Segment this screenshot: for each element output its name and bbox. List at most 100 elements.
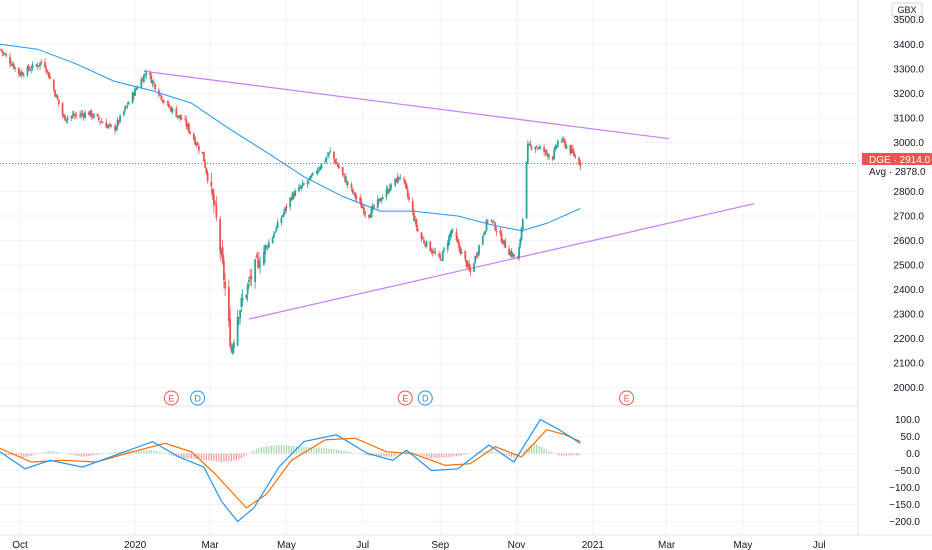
candle-body — [169, 107, 171, 109]
macd-histogram-bar — [578, 453, 580, 456]
candle-body — [294, 191, 297, 196]
candle-body — [265, 245, 268, 247]
macd-histogram-bar — [268, 446, 270, 454]
macd-histogram-bar — [275, 445, 278, 454]
macd-histogram-bar — [558, 453, 560, 456]
candle-body — [149, 72, 151, 76]
macd-histogram-bar — [180, 453, 182, 458]
price-tick-labels: 3500.03400.03300.03200.03100.03000.02900… — [893, 15, 924, 394]
candle-body — [298, 187, 300, 192]
candle-body — [579, 163, 582, 167]
macd-histogram-bar — [88, 453, 90, 456]
macd-histogram-bar — [325, 448, 328, 454]
macd-histogram-bar — [18, 453, 20, 456]
macd-histogram-bar — [458, 453, 460, 456]
candle-body — [227, 286, 230, 321]
macd-histogram-bar — [568, 453, 570, 456]
candle-body — [311, 172, 314, 175]
macd-histogram-bar — [345, 451, 348, 454]
time-axis[interactable]: Oct 2020 Mar May Jul Sep Nov 2021 Mar May Jul — [0, 534, 932, 550]
macd-histogram-bar — [560, 453, 563, 456]
candle-body — [4, 54, 6, 56]
candle-body — [271, 237, 274, 244]
macd-histogram-bar — [530, 445, 533, 454]
macd-histogram-bar — [545, 449, 548, 454]
candle-body — [145, 73, 148, 76]
candle-body — [26, 66, 29, 76]
candle-body — [309, 175, 312, 180]
candle-body — [167, 103, 170, 108]
macd-histogram-bar — [425, 453, 428, 457]
macd-histogram-bar — [433, 453, 435, 459]
macd-histogram-bar — [160, 452, 162, 454]
macd-histogram-bar — [288, 445, 290, 454]
macd-histogram-bar — [60, 452, 62, 454]
candle-body — [573, 152, 575, 157]
candle-body — [17, 67, 20, 74]
candle-body — [414, 219, 417, 222]
macd-histogram-bar — [215, 453, 217, 462]
candle-body — [105, 122, 108, 128]
time-tick-label: May — [277, 540, 296, 550]
time-tick-labels: Oct 2020 Mar May Jul Sep Nov 2021 Mar May Jul — [12, 540, 825, 550]
macd-histogram-bar — [48, 451, 50, 454]
macd-histogram-bar — [353, 452, 355, 454]
macd-histogram-bar — [395, 453, 398, 456]
candle-body — [154, 84, 156, 90]
candle-body — [29, 70, 31, 71]
macd-histogram-bar — [543, 448, 545, 454]
candle-body — [424, 243, 427, 247]
candle-body — [301, 183, 304, 187]
macd-histogram-bar — [323, 448, 325, 454]
candle-body — [232, 342, 235, 349]
candle-body — [430, 250, 433, 253]
macd-histogram-bar — [100, 453, 102, 455]
macd-histogram-bar — [575, 453, 578, 456]
candle-body — [119, 115, 121, 123]
candle-body — [71, 115, 74, 117]
candle-body — [464, 250, 467, 260]
candle-body — [31, 64, 34, 69]
candle-body — [551, 156, 554, 160]
macd-histogram-bar — [448, 453, 450, 457]
candle-body — [212, 194, 215, 206]
candle-body — [354, 193, 357, 198]
macd-histogram-bar — [200, 453, 202, 460]
candle-body — [548, 155, 550, 157]
macd-histogram-bar — [190, 453, 192, 459]
macd-histogram-bar — [385, 453, 388, 457]
candle-body — [545, 150, 548, 154]
candle-body — [229, 318, 232, 347]
macd-histogram-bar — [520, 452, 523, 454]
candle-body — [65, 119, 68, 122]
candle-body — [324, 160, 327, 162]
macd-histogram-bar — [330, 449, 333, 454]
macd-histogram-bar — [23, 453, 25, 458]
candle-body — [215, 204, 218, 218]
candle-body — [564, 141, 567, 148]
candle-body — [142, 74, 145, 83]
candle-body — [299, 187, 302, 189]
macd-histogram-bar — [380, 453, 383, 457]
candle-body — [122, 111, 125, 116]
macd-histogram-bar — [138, 450, 140, 454]
candle-body — [231, 345, 234, 354]
candle-body — [36, 65, 39, 67]
candle-body — [421, 238, 424, 240]
candle-body — [274, 232, 277, 234]
candle-body — [326, 155, 329, 157]
candle-body — [61, 103, 64, 115]
trendlines[interactable] — [143, 70, 755, 320]
candle-body — [185, 119, 188, 127]
price-tick-label: 2000.0 — [893, 383, 924, 394]
candle-body — [526, 143, 529, 163]
macd-pane — [0, 418, 858, 523]
event-marker-circle — [163, 390, 179, 406]
price-axis[interactable]: GBX 3500.0 3400.0 3300.0 3200.0 3100.0 3000.0… — [857, 0, 932, 535]
candle-body — [258, 260, 260, 268]
candle-body — [306, 181, 309, 185]
price-tick-label: 2300.0 — [893, 310, 924, 321]
candle-body — [91, 115, 94, 117]
candle-body — [359, 197, 362, 202]
candle-body — [206, 173, 209, 181]
